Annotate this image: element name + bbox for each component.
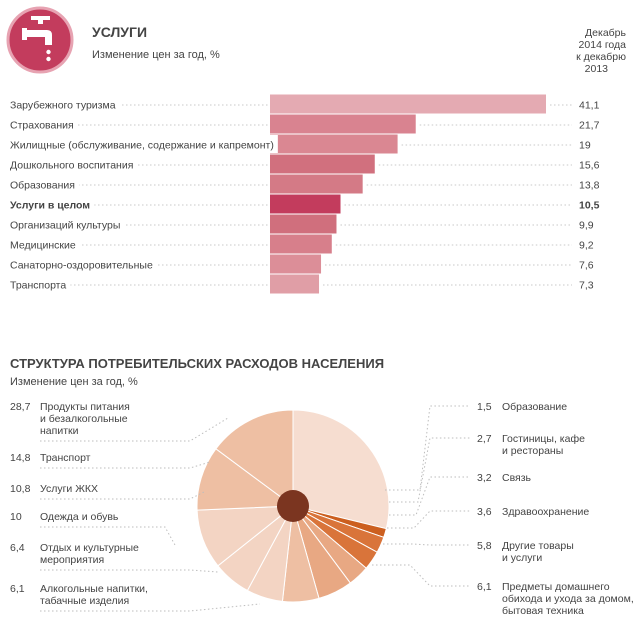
pie-right-label: обихода и ухода за домом, xyxy=(502,593,634,605)
pie-right-leader xyxy=(372,564,470,587)
pie-left-value: 14,8 xyxy=(10,452,31,464)
bar-label-backdrop xyxy=(6,235,80,253)
bar xyxy=(270,254,322,274)
header: УСЛУГИ Изменение цен за год, % Декабрь 2… xyxy=(6,6,627,75)
bar-label-backdrop xyxy=(6,215,125,233)
pie-right-value: 5,8 xyxy=(477,540,492,552)
pie-left-label: и безалкогольные xyxy=(40,413,128,425)
bar-category-label: Транспорта xyxy=(10,280,66,292)
bar xyxy=(270,174,363,194)
pie-left-leader xyxy=(40,569,219,573)
bar-category-label: Санаторно-оздоровительные xyxy=(10,260,153,272)
page-subtitle: Изменение цен за год, % xyxy=(92,49,220,61)
bar-value-label: 15,6 xyxy=(579,160,600,172)
bar xyxy=(270,94,546,114)
pie-left-label: Алкогольные напитки, xyxy=(40,583,148,595)
bar-label-backdrop xyxy=(6,135,278,153)
bar-category-label: Организаций культуры xyxy=(10,220,120,232)
pie-right-label: Здравоохранение xyxy=(502,506,589,518)
bar xyxy=(270,114,416,134)
pie-subtitle: Изменение цен за год, % xyxy=(10,376,138,388)
pie-right-label: бытовая техника xyxy=(502,605,584,617)
page-title: УСЛУГИ xyxy=(92,24,147,40)
bar-value-label: 13,8 xyxy=(579,180,600,192)
bar-category-label: Страхования xyxy=(10,120,74,132)
pie-left-label: Услуги ЖКХ xyxy=(40,483,98,495)
pie-right-label: Предметы домашнего xyxy=(502,581,610,593)
pie-right-label: Образование xyxy=(502,401,567,413)
pie-right-label: и рестораны xyxy=(502,445,563,457)
bar-value-label: 10,5 xyxy=(579,200,600,212)
period-line-4: 2013 xyxy=(585,63,609,75)
pie-right-leader xyxy=(389,476,470,516)
pie-left-label: табачные изделия xyxy=(40,595,129,607)
pie-left-value: 10,8 xyxy=(10,483,31,495)
pie-left-value: 28,7 xyxy=(10,401,31,413)
bar-category-label: Зарубежного туризма xyxy=(10,100,116,112)
pie-left-label: Продукты питания xyxy=(40,401,130,413)
bar xyxy=(270,274,320,294)
bar-label-backdrop xyxy=(6,195,95,213)
pie-title: СТРУКТУРА ПОТРЕБИТЕЛЬСКИХ РАСХОДОВ НАСЕЛ… xyxy=(10,356,384,371)
bar-label-backdrop xyxy=(6,115,78,133)
pie-right-value: 2,7 xyxy=(477,433,492,445)
bar-category-label: Медицинские xyxy=(10,240,76,252)
bar xyxy=(270,214,337,234)
pie-right-leader xyxy=(389,437,470,503)
pie-right-value: 3,2 xyxy=(477,472,492,484)
pie-center xyxy=(277,490,309,522)
pie-left-label: Транспорт xyxy=(40,452,91,464)
pie-left-label: Отдых и культурные xyxy=(40,542,139,554)
pie-slice xyxy=(196,448,295,511)
bar-label-backdrop xyxy=(6,155,138,173)
bar xyxy=(270,194,341,214)
bar-label-backdrop xyxy=(6,175,79,193)
bar-label-backdrop xyxy=(6,95,120,113)
bar-category-label: Дошкольного воспитания xyxy=(10,160,133,172)
period-line-1: Декабрь xyxy=(585,27,626,39)
pie-right-leader xyxy=(383,543,470,546)
bar-value-label: 41,1 xyxy=(579,100,600,112)
pie-right-value: 1,5 xyxy=(477,401,492,413)
pie-left-leader xyxy=(40,491,205,500)
pie-left-label: напитки xyxy=(40,425,79,437)
pie-right-label: Связь xyxy=(502,472,532,484)
period-line-3: к декабрю xyxy=(576,51,626,63)
pie-right-label: и услуги xyxy=(502,552,542,564)
pie-left-value: 10 xyxy=(10,511,22,523)
pie-left-value: 6,1 xyxy=(10,583,25,595)
pie-left-leader xyxy=(40,603,261,612)
bar-value-label: 19 xyxy=(579,140,591,152)
bar-category-label: Жилищные (обслуживание, содержание и кап… xyxy=(10,140,274,152)
bar-label-backdrop xyxy=(6,255,157,273)
bar xyxy=(270,234,332,254)
pie-right-leader xyxy=(385,405,470,491)
pie-slice xyxy=(215,409,294,507)
faucet-icon xyxy=(6,6,74,74)
bar xyxy=(270,134,398,154)
bar-value-label: 9,2 xyxy=(579,240,594,252)
bar-value-label: 21,7 xyxy=(579,120,600,132)
pie-left-label: Одежда и обувь xyxy=(40,511,119,523)
bar-category-label: Образования xyxy=(10,180,75,192)
pie-right-value: 3,6 xyxy=(477,506,492,518)
services-bar-chart: Зарубежного туризма 41,1 Страхования 21,7 Жи… xyxy=(6,94,600,294)
pie-slice xyxy=(292,409,390,530)
pie-right-label: Гостиницы, кафе xyxy=(502,433,585,445)
bar xyxy=(270,154,375,174)
period-line-2: 2014 года xyxy=(579,39,627,51)
pie-left-leader xyxy=(40,526,176,546)
bar-value-label: 9,9 xyxy=(579,220,594,232)
pie-right-leader xyxy=(387,510,470,529)
bar-value-label: 7,3 xyxy=(579,280,594,292)
pie-left-label: мероприятия xyxy=(40,554,104,566)
bar-category-label: Услуги в целом xyxy=(10,200,90,212)
pie-left-value: 6,4 xyxy=(10,542,25,554)
bar-value-label: 7,6 xyxy=(579,260,594,272)
bar-label-backdrop xyxy=(6,275,71,293)
pie-right-value: 6,1 xyxy=(477,581,492,593)
pie-right-label: Другие товары xyxy=(502,540,574,552)
